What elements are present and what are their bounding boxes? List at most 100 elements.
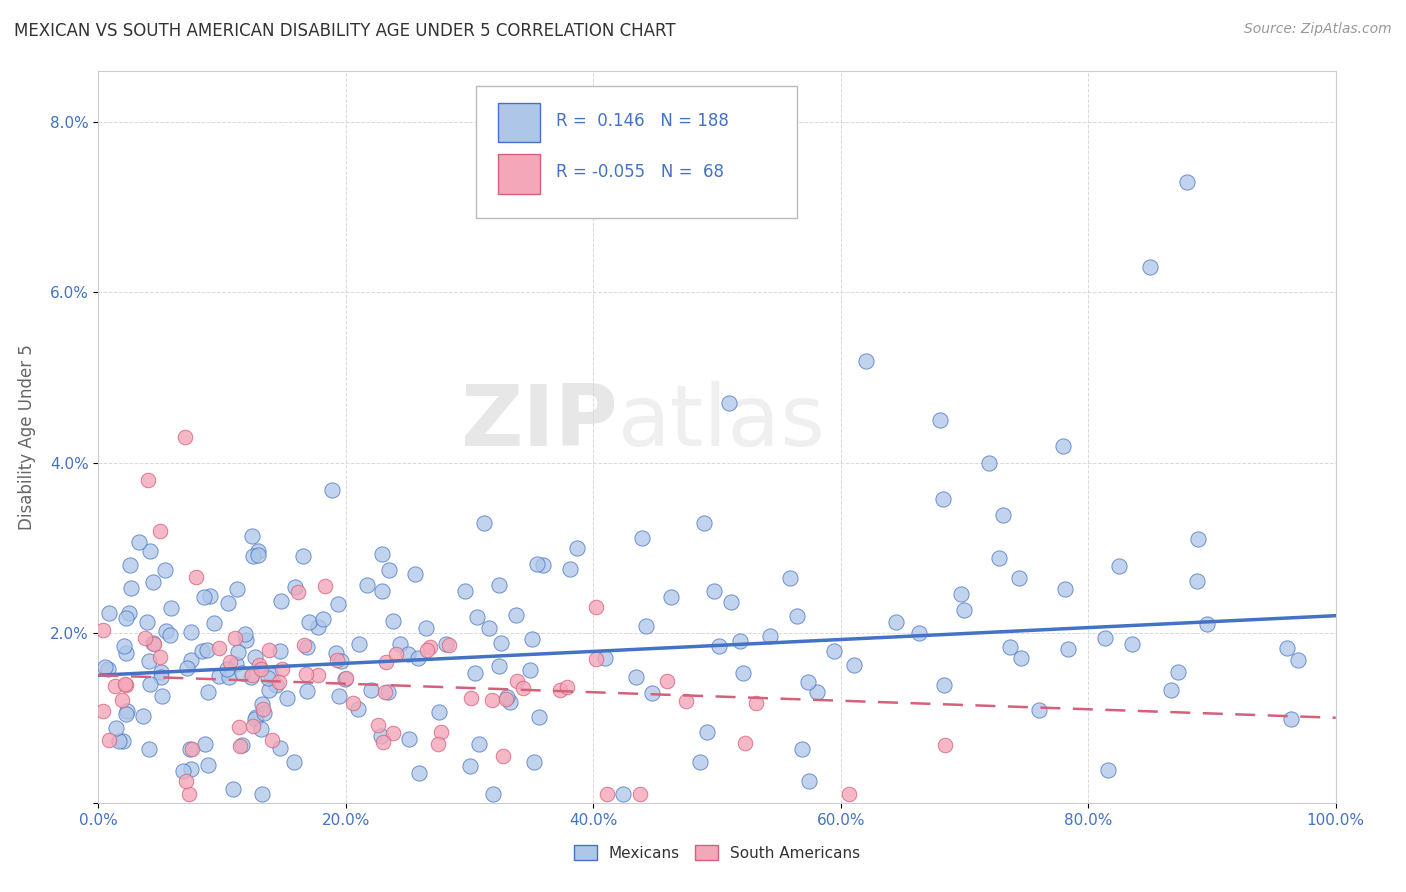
Point [229,739,252,754]
Point [1160,682,1182,697]
Point [370,729,392,743]
Point [408,765,430,780]
Point [269,644,291,658]
Point [838,787,860,801]
Point [356,577,378,591]
Point [932,492,955,507]
Point [264,678,287,692]
Point [155,624,177,638]
Point [1286,653,1309,667]
Point [134,631,156,645]
Point [454,584,477,599]
Point [659,590,682,604]
Point [628,787,651,801]
Point [523,756,546,770]
Point [1279,712,1302,726]
Point [335,671,357,685]
Point [465,610,488,624]
Point [522,632,544,646]
Point [260,668,283,682]
Point [179,742,201,756]
Point [506,673,529,688]
Point [118,607,141,621]
Point [271,661,294,675]
Point [193,591,215,605]
Point [270,594,292,608]
Point [231,666,253,681]
Point [733,665,755,680]
Point [519,663,541,677]
Point [91,624,114,638]
Point [267,674,290,689]
Point [472,516,495,531]
Point [328,689,350,703]
Point [415,621,437,635]
Point [512,681,534,695]
Point [295,683,318,698]
Point [427,737,450,751]
Point [228,721,250,735]
Point [174,430,197,444]
Point [287,585,309,599]
Point [855,353,877,368]
Point [720,595,742,609]
Point [1121,637,1143,651]
Point [246,543,269,558]
Point [481,693,503,707]
Point [246,549,269,563]
Point [505,608,527,623]
Point [728,634,751,648]
Point [346,702,368,716]
Point [630,531,652,545]
Point [953,602,976,616]
Point [388,637,411,651]
Point [224,631,246,645]
Legend: Mexicans, South Americans: Mexicans, South Americans [567,837,868,868]
Point [136,473,159,487]
Point [468,737,491,751]
Point [491,636,513,650]
Point [194,737,217,751]
Point [786,609,808,624]
Point [159,628,181,642]
Point [105,721,128,735]
Point [221,781,243,796]
Point [703,584,725,599]
Text: atlas: atlas [619,381,827,464]
Point [1052,439,1074,453]
Point [1028,703,1050,717]
Point [398,732,420,747]
Point [734,736,756,750]
Point [434,637,457,651]
Point [427,706,450,720]
Point [406,650,429,665]
Point [419,640,441,655]
Point [998,640,1021,655]
Point [233,627,256,641]
Text: R =  0.146   N = 188: R = 0.146 N = 188 [557,112,730,130]
Point [396,647,419,661]
Point [226,645,249,659]
Point [114,611,136,625]
Point [689,755,711,769]
Point [349,637,371,651]
Point [149,649,172,664]
Point [250,662,273,676]
Point [111,693,134,707]
Point [330,654,353,668]
Point [176,661,198,675]
Point [250,722,273,736]
Point [295,640,318,654]
Point [531,558,554,572]
Point [226,582,249,596]
Point [197,757,219,772]
Point [115,704,138,718]
Point [759,629,782,643]
Point [1139,260,1161,274]
Text: Source: ZipAtlas.com: Source: ZipAtlas.com [1244,22,1392,37]
Point [823,644,845,658]
Point [796,675,818,690]
Point [295,667,318,681]
Point [195,642,218,657]
FancyBboxPatch shape [498,103,540,143]
